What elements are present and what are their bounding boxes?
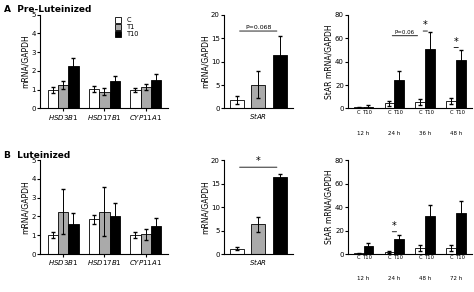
Text: 12 h: 12 h: [357, 131, 370, 136]
Bar: [384, 252, 394, 254]
Bar: [230, 100, 244, 109]
Y-axis label: StAR mRNA/GAPDH: StAR mRNA/GAPDH: [325, 170, 334, 244]
Text: *: *: [454, 37, 458, 47]
Y-axis label: mRNA/GAPDH: mRNA/GAPDH: [21, 35, 30, 88]
Bar: [47, 235, 58, 254]
Bar: [68, 224, 79, 254]
Bar: [447, 101, 456, 109]
Text: P=0.06: P=0.06: [395, 30, 415, 35]
Bar: [99, 92, 109, 109]
Bar: [415, 248, 425, 254]
Bar: [354, 107, 364, 109]
Bar: [99, 212, 109, 254]
Bar: [425, 49, 435, 109]
Y-axis label: mRNA/GAPDH: mRNA/GAPDH: [21, 180, 30, 234]
Bar: [354, 253, 364, 254]
Text: 48 h: 48 h: [419, 276, 431, 281]
Text: 36 h: 36 h: [419, 131, 431, 136]
Text: B  Luteinized: B Luteinized: [4, 151, 71, 160]
Text: P=0.068: P=0.068: [245, 25, 272, 30]
Text: *: *: [256, 156, 261, 166]
Bar: [456, 60, 466, 109]
Text: 48 h: 48 h: [450, 131, 462, 136]
Bar: [140, 234, 151, 254]
Text: A  Pre-Luteinized: A Pre-Luteinized: [4, 5, 92, 14]
Text: *: *: [392, 221, 397, 231]
Y-axis label: StAR mRNA/GAPDH: StAR mRNA/GAPDH: [325, 24, 334, 99]
Text: 24 h: 24 h: [388, 131, 401, 136]
Bar: [273, 55, 287, 109]
Text: *: *: [423, 20, 428, 30]
Bar: [109, 81, 120, 109]
Bar: [456, 213, 466, 254]
Bar: [230, 249, 244, 254]
Bar: [364, 107, 374, 109]
Bar: [151, 80, 161, 109]
Bar: [109, 216, 120, 254]
Text: 24 h: 24 h: [388, 276, 401, 281]
Bar: [364, 246, 374, 254]
Bar: [447, 248, 456, 254]
Bar: [151, 226, 161, 254]
Bar: [394, 239, 404, 254]
Bar: [251, 225, 265, 254]
Bar: [89, 89, 99, 109]
Bar: [415, 102, 425, 109]
Text: 72 h: 72 h: [450, 276, 462, 281]
Bar: [251, 85, 265, 109]
X-axis label: $\it{StAR}$: $\it{StAR}$: [249, 257, 267, 267]
Bar: [130, 235, 140, 254]
Bar: [68, 66, 79, 109]
Bar: [89, 219, 99, 254]
Bar: [58, 85, 68, 109]
Legend: C, T1, T10: C, T1, T10: [114, 16, 141, 39]
Bar: [394, 80, 404, 109]
Bar: [130, 90, 140, 109]
Bar: [425, 216, 435, 254]
X-axis label: $\it{StAR}$: $\it{StAR}$: [249, 111, 267, 121]
Bar: [58, 212, 68, 254]
Bar: [273, 177, 287, 254]
Y-axis label: mRNA/GAPDH: mRNA/GAPDH: [201, 35, 210, 88]
Bar: [47, 90, 58, 109]
Bar: [140, 87, 151, 109]
Text: 12 h: 12 h: [357, 276, 370, 281]
Y-axis label: mRNA/GAPDH: mRNA/GAPDH: [201, 180, 210, 234]
Bar: [384, 103, 394, 109]
